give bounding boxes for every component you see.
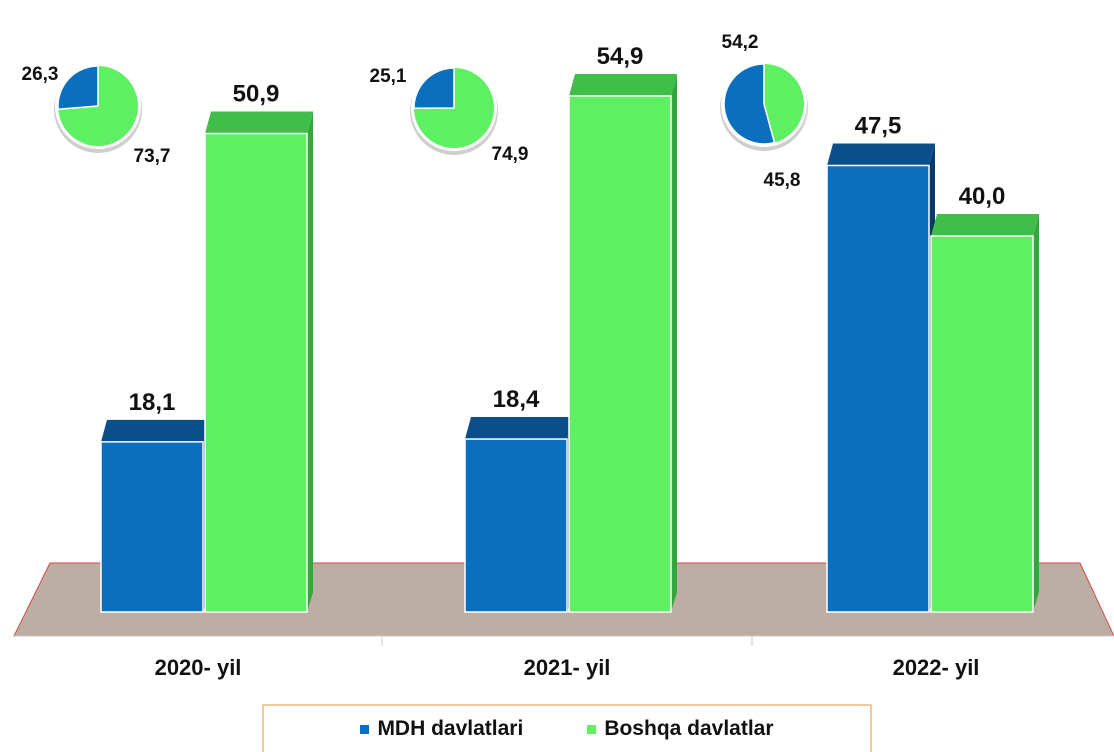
pie-chart: 25,1 74,9	[370, 65, 529, 165]
bar-front	[930, 235, 1034, 613]
bar-top	[205, 111, 313, 134]
legend-swatch-boshqa	[587, 724, 597, 734]
bar-front	[464, 438, 568, 613]
bar-top	[465, 417, 573, 440]
bar-boshqa: 54,9	[568, 43, 677, 613]
bar-value-label: 18,1	[129, 389, 176, 416]
bar-side	[307, 111, 313, 612]
bar-value-label: 18,4	[493, 386, 540, 413]
bar-front	[826, 164, 930, 613]
category-label: 2021- yil	[524, 655, 611, 680]
bar-top	[931, 214, 1039, 236]
bar-front	[100, 441, 204, 613]
bar-boshqa: 40,0	[930, 183, 1039, 613]
bar-boshqa: 50,9	[204, 81, 313, 613]
pie-value-label: 73,7	[134, 146, 171, 167]
bar-mdh: 18,4	[464, 386, 573, 613]
bar-top	[101, 419, 209, 442]
category-label: 2020- yil	[155, 655, 242, 680]
pie-value-label: 26,3	[22, 64, 59, 85]
pie-slice-mdh	[413, 67, 455, 110]
legend-item-boshqa: Boshqa davlatlar	[587, 717, 774, 741]
pie-value-label: 25,1	[370, 66, 407, 87]
pie-chart: 26,3 73,7	[22, 63, 171, 167]
pie-value-label: 45,8	[764, 170, 801, 191]
legend-label: Boshqa davlatlar	[604, 717, 774, 740]
chart-canvas: 18,1 50,9 18,4 54,9 47,5 40,0 26,3 73,7 25,1 74,…	[13, 32, 1114, 680]
legend-label: MDH davlatlari	[377, 717, 524, 740]
pie-value-label: 74,9	[492, 144, 529, 165]
bar-value-label: 40,0	[959, 183, 1006, 210]
pie-slice-mdh	[57, 65, 99, 111]
bar-mdh: 18,1	[100, 389, 209, 613]
bar-side	[1033, 214, 1039, 612]
legend-item-mdh: MDH davlatlari	[360, 717, 523, 741]
bar-value-label: 50,9	[233, 81, 280, 108]
pie-chart: 54,2 45,8	[720, 32, 808, 191]
bar-value-label: 54,9	[597, 43, 644, 70]
legend-swatch-mdh	[360, 724, 370, 734]
category-label: 2022- yil	[893, 655, 980, 680]
bar-mdh: 47,5	[826, 113, 935, 613]
bar-top	[827, 143, 935, 166]
bar-value-label: 47,5	[855, 113, 902, 140]
bar-top	[569, 73, 677, 96]
bar-front	[204, 132, 308, 613]
pie-slice-mdh	[723, 63, 776, 145]
pie-value-label: 54,2	[722, 32, 759, 53]
bar-front	[568, 95, 672, 613]
legend: MDH davlatlari Boshqa davlatlar	[262, 704, 872, 752]
bar-side	[671, 73, 677, 612]
